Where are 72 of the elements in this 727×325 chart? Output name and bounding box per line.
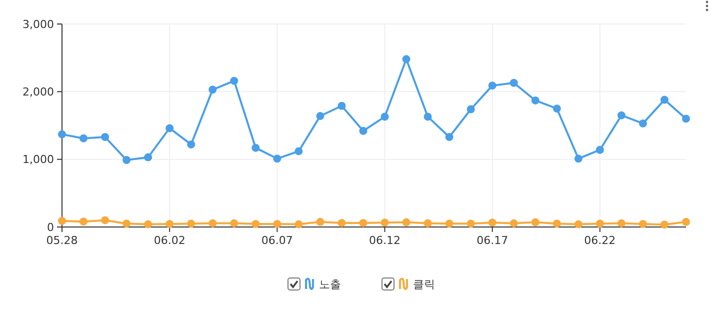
point <box>531 218 540 226</box>
point <box>552 220 561 228</box>
point <box>80 218 88 226</box>
x-tick-label: 06.22 <box>584 234 616 247</box>
point <box>208 219 217 228</box>
point <box>230 219 238 228</box>
point <box>101 216 110 224</box>
point <box>445 220 454 228</box>
x-tick-label: 06.12 <box>369 234 401 247</box>
point <box>596 220 604 228</box>
point <box>424 112 432 121</box>
x-tick-label: 05.28 <box>46 234 78 247</box>
point <box>660 220 668 229</box>
point <box>316 218 324 226</box>
point <box>380 218 389 227</box>
point <box>552 104 561 113</box>
y-tick-label: 2,000 <box>22 86 54 99</box>
point <box>638 119 647 128</box>
point <box>58 130 66 138</box>
point <box>424 219 432 228</box>
point <box>617 111 626 120</box>
point <box>574 154 582 163</box>
point <box>187 140 196 148</box>
point <box>510 78 518 87</box>
point <box>122 156 131 164</box>
point <box>466 105 475 114</box>
point <box>380 112 389 121</box>
point <box>230 76 238 85</box>
point <box>144 153 152 162</box>
point <box>574 220 582 228</box>
point <box>682 218 690 226</box>
point <box>58 216 66 225</box>
y-tick-label: 0 <box>47 220 54 234</box>
point <box>488 82 496 90</box>
point <box>359 218 368 227</box>
point <box>638 220 647 228</box>
point <box>596 146 604 154</box>
point <box>660 96 668 104</box>
point <box>208 86 217 94</box>
point <box>402 218 410 226</box>
point <box>252 220 260 228</box>
point <box>144 220 152 228</box>
point <box>273 154 282 163</box>
point <box>101 133 110 142</box>
point <box>466 220 475 228</box>
point <box>445 133 454 142</box>
legend-label: 클릭 <box>413 278 435 291</box>
point <box>294 220 303 228</box>
point <box>187 220 196 228</box>
point <box>294 147 303 156</box>
point <box>316 112 324 120</box>
point <box>273 220 282 228</box>
point <box>80 134 88 142</box>
point <box>338 218 346 227</box>
point <box>338 102 346 110</box>
point <box>682 114 690 123</box>
point <box>166 220 174 228</box>
point <box>252 144 260 152</box>
point <box>166 124 174 132</box>
legend-label: 노출 <box>319 278 341 291</box>
point <box>510 219 518 228</box>
y-tick-label: 3,000 <box>22 18 54 31</box>
point <box>122 220 131 228</box>
point <box>359 126 368 135</box>
point <box>531 96 540 104</box>
x-tick-label: 06.17 <box>476 234 508 247</box>
y-tick-label: 1,000 <box>22 153 54 166</box>
point <box>617 219 626 228</box>
x-tick-label: 06.07 <box>261 234 293 247</box>
point <box>488 218 496 227</box>
x-tick-label: 06.02 <box>154 234 186 247</box>
point <box>402 55 410 64</box>
